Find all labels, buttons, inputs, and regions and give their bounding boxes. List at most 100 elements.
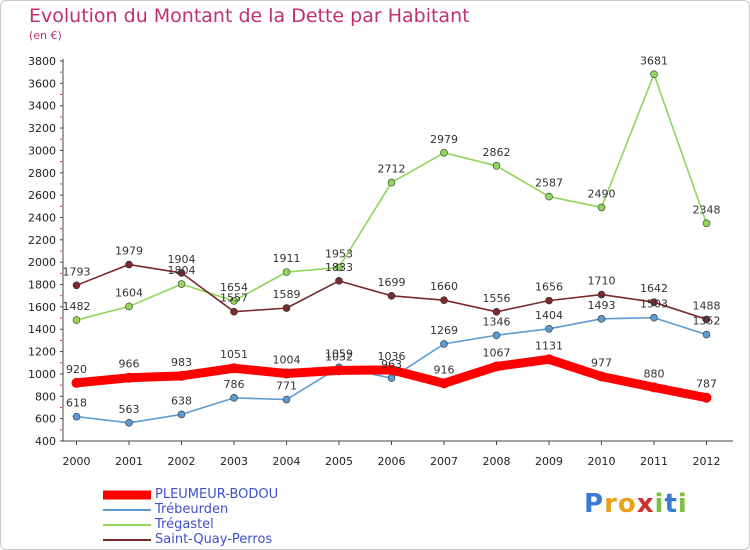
data-point: [597, 290, 606, 299]
y-tick-label: 1200: [28, 346, 56, 359]
data-label: 1699: [378, 276, 406, 289]
data-label: 1059: [325, 347, 353, 360]
data-label: 1604: [115, 286, 143, 299]
data-label: 1067: [483, 346, 511, 359]
data-label: 1654: [220, 281, 248, 294]
legend-swatch-pleumeur-bodou: [103, 490, 151, 499]
data-label: 1833: [325, 261, 353, 274]
data-label: 1503: [640, 298, 668, 311]
data-point: [282, 395, 291, 404]
data-label: 1482: [63, 300, 91, 313]
data-point: [177, 269, 186, 277]
data-point: [544, 354, 554, 365]
data-label: 2862: [483, 146, 511, 159]
data-point: [440, 296, 448, 304]
data-point: [282, 304, 291, 312]
y-tick-label: 2200: [28, 234, 56, 247]
data-label: 977: [591, 357, 612, 370]
data-label: 1904: [168, 253, 196, 266]
data-point: [649, 382, 659, 393]
y-tick-label: 3200: [28, 122, 56, 135]
data-point: [71, 377, 82, 388]
x-tick-label: 2005: [325, 455, 353, 468]
y-tick-label: 3800: [28, 55, 56, 68]
data-point: [125, 302, 133, 311]
data-label: 880: [644, 367, 665, 380]
data-label: 1036: [378, 350, 406, 363]
data-point: [492, 331, 501, 340]
y-tick-label: 400: [35, 435, 56, 448]
data-point: [386, 364, 397, 375]
data-point: [492, 162, 501, 170]
x-tick-label: 2012: [693, 455, 721, 468]
data-label: 1656: [535, 281, 563, 294]
x-tick-label: 2007: [430, 455, 458, 468]
logo-letter: i: [677, 489, 688, 519]
data-point: [387, 178, 396, 187]
data-label: 771: [276, 380, 297, 393]
data-label: 1493: [588, 299, 616, 312]
data-label: 563: [119, 403, 140, 416]
data-label: 1488: [693, 299, 721, 312]
legend-label-trebeurden: Trébeurden: [155, 502, 229, 517]
data-label: 1131: [535, 339, 563, 352]
unit-label: (en €): [29, 29, 62, 42]
data-label: 1660: [430, 280, 458, 293]
data-label: 2348: [693, 203, 721, 216]
data-label: 618: [66, 397, 87, 410]
data-label: 1269: [430, 324, 458, 337]
data-label: 2587: [535, 177, 563, 190]
data-point: [545, 192, 553, 201]
data-point: [702, 315, 711, 324]
legend-swatch-trebeurden: [103, 508, 151, 511]
data-point: [440, 340, 448, 348]
data-label: 1346: [483, 315, 511, 328]
legend-label-tregastel: Trégastel: [155, 517, 214, 532]
data-label: 786: [224, 378, 245, 391]
data-point: [491, 361, 502, 372]
x-tick-label: 2009: [535, 455, 563, 468]
y-tick-label: 800: [35, 390, 56, 403]
data-point: [492, 307, 501, 316]
legend-item-trebeurden: Trébeurden: [103, 502, 343, 517]
data-point: [124, 372, 134, 383]
data-label: 1642: [640, 282, 668, 295]
y-tick-label: 2800: [28, 167, 56, 180]
data-label: 1032: [325, 350, 353, 363]
legend-swatch-tregastel: [103, 523, 151, 526]
data-point: [650, 313, 658, 322]
logo-letter: x: [636, 489, 655, 519]
data-point: [230, 307, 238, 316]
data-label: 983: [171, 356, 192, 369]
legend-item-tregastel: Trégastel: [103, 517, 343, 532]
legend-item-pleumeur-bodou: PLEUMEUR-BODOU: [103, 487, 343, 502]
logo-letter: r: [604, 489, 618, 519]
data-point: [229, 363, 239, 374]
data-point: [125, 260, 133, 269]
x-tick-label: 2004: [273, 455, 301, 468]
data-label: 1710: [588, 275, 616, 288]
data-label: 1556: [483, 292, 511, 305]
logo-letter: o: [617, 489, 637, 519]
data-point: [596, 371, 607, 382]
data-point: [177, 410, 186, 419]
data-label: 1793: [63, 265, 91, 278]
data-label: 3681: [640, 54, 668, 67]
data-label: 787: [696, 378, 717, 391]
data-point: [387, 374, 396, 382]
data-point: [72, 281, 81, 290]
data-label: 1979: [115, 245, 143, 258]
y-tick-label: 2600: [28, 189, 56, 202]
data-point: [545, 324, 553, 333]
x-tick-label: 2001: [115, 455, 143, 468]
data-label: 1804: [168, 264, 196, 277]
data-label: 1051: [220, 348, 248, 361]
data-point: [597, 315, 606, 323]
y-tick-label: 3000: [28, 144, 56, 157]
data-point: [125, 418, 133, 427]
x-tick-label: 2002: [168, 455, 196, 468]
y-tick-label: 2000: [28, 256, 56, 269]
chart-title: Evolution du Montant de la Dette par Hab…: [29, 5, 470, 27]
data-point: [650, 298, 658, 306]
